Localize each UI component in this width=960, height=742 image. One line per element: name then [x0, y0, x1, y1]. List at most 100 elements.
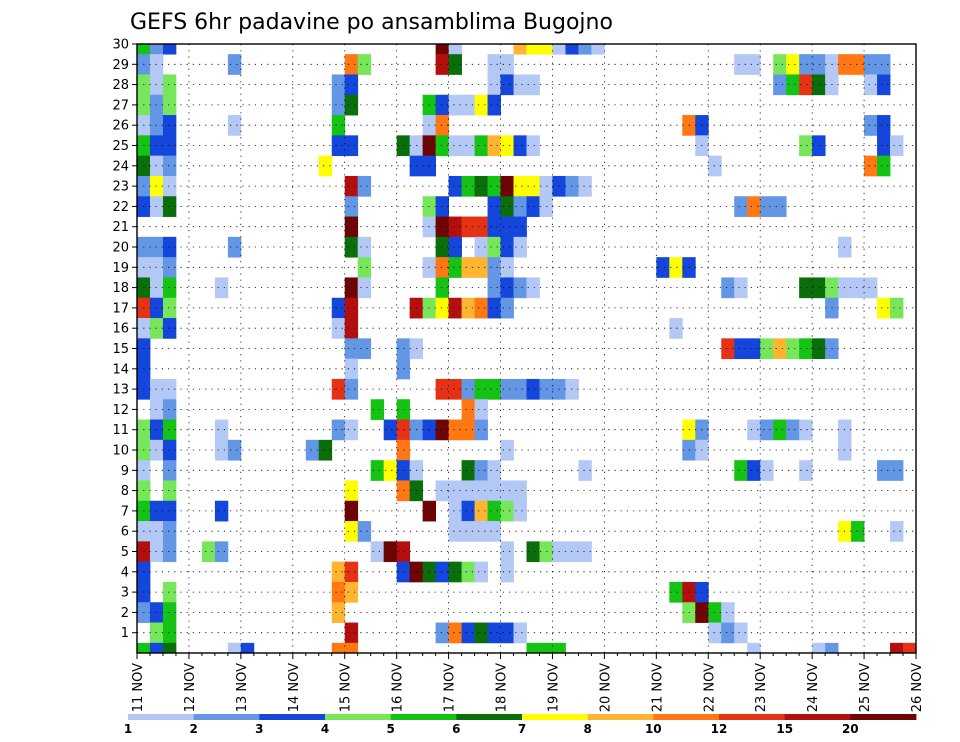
precip-cell	[721, 277, 735, 299]
y-tick-label: 9	[121, 464, 129, 479]
precip-cell	[474, 521, 488, 542]
grid-layer	[137, 44, 916, 653]
precip-cell	[656, 257, 670, 278]
precip-cell	[877, 460, 891, 481]
precip-cell	[396, 135, 411, 157]
precip-cell	[344, 622, 359, 644]
precip-cell	[344, 135, 359, 157]
precip-cell	[396, 460, 411, 481]
precip-cell	[162, 115, 177, 136]
precip-cell	[799, 277, 813, 299]
precip-cell	[357, 257, 372, 278]
precip-cell	[162, 236, 177, 258]
precip-cell	[578, 44, 592, 55]
precip-cell	[331, 378, 346, 400]
precip-cell	[461, 378, 475, 400]
precip-cell	[461, 419, 475, 441]
precip-cell	[877, 135, 891, 157]
precip-cell	[747, 460, 761, 481]
precip-cell	[539, 196, 553, 217]
precip-cell	[552, 44, 566, 55]
precip-cell	[578, 460, 592, 481]
precip-cell	[396, 358, 411, 380]
x-tick-label: 26 NOV	[910, 663, 925, 712]
colorbar-label: 2	[190, 722, 198, 736]
precip-cell	[396, 419, 411, 441]
colorbar-swatch	[653, 714, 720, 720]
precip-cell	[396, 439, 411, 461]
precip-cell	[513, 236, 527, 258]
precip-cell	[344, 216, 359, 238]
precip-cell	[513, 216, 527, 238]
precip-cell	[864, 277, 878, 299]
precip-cell	[526, 277, 540, 299]
precip-cell	[487, 216, 501, 238]
precip-cell	[890, 521, 904, 542]
precip-cell	[162, 602, 177, 623]
precip-cell	[448, 135, 462, 157]
precip-cell	[747, 642, 761, 654]
x-tick-label: 18 NOV	[495, 663, 510, 712]
precip-cell	[162, 378, 177, 400]
precip-cell	[448, 480, 462, 502]
precip-cell	[903, 642, 917, 654]
y-tick-label: 30	[112, 38, 129, 53]
precip-cell	[435, 196, 449, 217]
precip-cell	[344, 521, 359, 542]
precip-cell	[877, 54, 891, 75]
precip-cell	[500, 480, 514, 502]
precip-cell	[526, 541, 540, 563]
precip-cell	[539, 378, 553, 400]
precip-cell	[344, 297, 359, 319]
precip-cell	[214, 439, 229, 461]
precip-cell	[344, 54, 359, 75]
precip-cell	[539, 44, 553, 55]
y-tick-label: 29	[112, 58, 129, 73]
precip-cell	[137, 44, 151, 55]
precip-cell	[344, 561, 359, 583]
colorbar-label: 5	[387, 722, 395, 736]
y-tick-label: 27	[112, 98, 129, 113]
precip-cell	[526, 74, 540, 96]
colorbar-swatch	[390, 714, 457, 720]
precip-cell	[461, 460, 475, 481]
precip-cell	[331, 297, 346, 319]
colorbar-swatch	[193, 714, 260, 720]
precip-cell	[851, 521, 865, 542]
y-tick-label: 26	[112, 119, 129, 134]
precip-cell	[487, 622, 501, 644]
precip-cell	[799, 135, 813, 157]
precip-cell	[734, 460, 748, 481]
y-tick-label: 3	[121, 586, 129, 601]
precip-cell	[331, 561, 346, 583]
precip-cell	[513, 196, 527, 217]
precip-cell	[890, 135, 904, 157]
precip-cell	[526, 44, 540, 55]
precip-cell	[461, 500, 475, 522]
precip-cell	[344, 378, 359, 400]
precip-cell	[162, 419, 177, 441]
precip-cell	[162, 541, 177, 563]
precip-cell	[344, 74, 359, 96]
y-tick-label: 11	[112, 423, 129, 438]
precip-cell	[435, 94, 449, 116]
x-tick-label: 16 NOV	[391, 663, 406, 712]
precip-cell	[513, 74, 527, 96]
y-tick-label: 28	[112, 78, 129, 93]
precip-cell	[513, 44, 527, 55]
precip-cell	[448, 54, 462, 75]
precip-cell	[500, 277, 514, 299]
axes-layer: 1234567891011121314151617181920212223242…	[112, 38, 925, 713]
precip-cell	[799, 54, 813, 75]
precip-cell	[344, 358, 359, 380]
colorbar-swatch	[128, 714, 195, 720]
precip-cell	[214, 419, 229, 441]
precip-cell	[331, 318, 346, 339]
y-tick-label: 25	[112, 139, 129, 154]
precip-cell	[474, 378, 488, 400]
colorbar-swatch	[719, 714, 786, 720]
precip-cell	[357, 521, 372, 542]
precip-cell	[500, 175, 514, 197]
precip-cell	[162, 277, 177, 299]
y-tick-label: 17	[112, 301, 129, 316]
